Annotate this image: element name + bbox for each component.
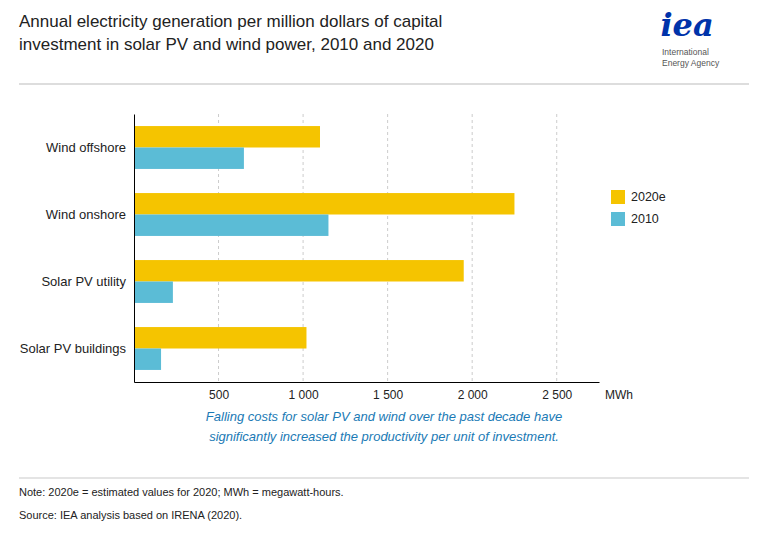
text-line: significantly increased the productivity… [209, 429, 559, 444]
bar [134, 327, 306, 348]
text-line: Energy Agency [662, 58, 720, 68]
bar [134, 215, 328, 236]
text-line: investment in solar PV and wind power, 2… [19, 35, 434, 54]
grid-line [556, 114, 557, 382]
separator [19, 478, 749, 479]
separator [19, 84, 749, 85]
axis-line [134, 115, 135, 383]
tick: 500 [209, 382, 229, 402]
bar [134, 260, 464, 281]
grid-line [472, 114, 473, 382]
legend-label: 2020e [631, 190, 666, 204]
tick-label: Solar PV utility [41, 274, 126, 289]
tick: Wind offshore [46, 140, 134, 155]
axis-line [135, 382, 600, 383]
tick: Solar PV buildings [20, 341, 134, 356]
tick: Wind onshore [46, 207, 134, 222]
tick-label: Solar PV buildings [20, 341, 127, 356]
text-line: International [662, 47, 709, 57]
chart: Annual electricity generation per millio… [0, 0, 768, 542]
bar [134, 193, 514, 214]
tick-label: 2 500 [542, 388, 572, 402]
text-line: Falling costs for solar PV and wind over… [206, 409, 562, 424]
legend-item: 2010 [611, 212, 659, 226]
y-axis: Solar PV buildings Solar PV utility Wind o… [20, 115, 135, 383]
logo-caption: InternationalEnergy Agency [662, 47, 720, 68]
legend: 2020e 2010 [611, 190, 666, 226]
bar [134, 349, 161, 370]
tick-label: 1 500 [373, 388, 403, 402]
legend-label: 2010 [631, 212, 659, 226]
tick-label: Wind offshore [46, 140, 126, 155]
legend-item: 2020e [611, 190, 666, 204]
tick-label: 500 [209, 388, 229, 402]
axis-title: MWh [605, 388, 633, 402]
note: Note: 2020e = estimated values for 2020;… [19, 486, 344, 498]
title: Annual electricity generation per millio… [19, 12, 442, 54]
legend-swatch [611, 212, 625, 226]
tick: 1 500 [373, 382, 403, 402]
legend-swatch [611, 190, 625, 204]
tick: Solar PV utility [41, 274, 134, 289]
tick: 1 000 [289, 382, 319, 402]
tick: 2 500 [542, 382, 572, 402]
text-line: Annual electricity generation per millio… [19, 12, 442, 31]
bars [134, 126, 514, 370]
tick-label: 2 000 [458, 388, 488, 402]
bar [134, 148, 244, 169]
bar [134, 282, 173, 303]
x-axis: 500 1 000 1 500 2 000 2 500 [135, 382, 600, 402]
source: Source: IEA analysis based on IRENA (202… [19, 509, 242, 521]
tick-label: Wind onshore [46, 207, 126, 222]
tick-label: 1 000 [289, 388, 319, 402]
grid-line [387, 114, 388, 382]
bar [134, 126, 320, 147]
tick: 2 000 [458, 382, 488, 402]
logo: iea [660, 6, 713, 44]
subtitle: Falling costs for solar PV and wind over… [206, 409, 562, 444]
